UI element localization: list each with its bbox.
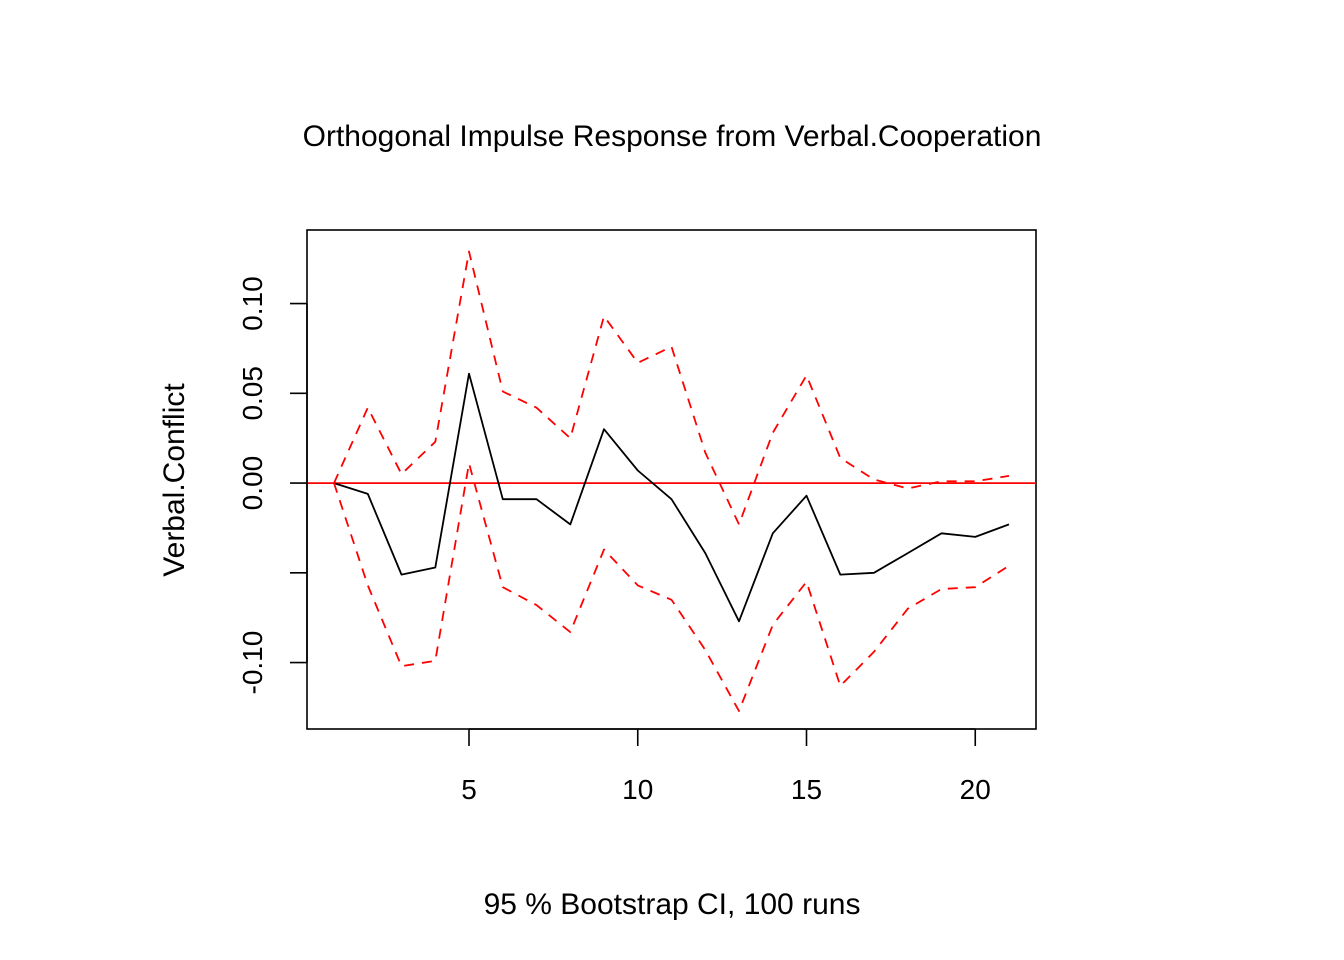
x-tick-label: 10 <box>622 774 653 805</box>
series-line-lower <box>333 462 1010 712</box>
x-tick-label: 15 <box>791 774 822 805</box>
x-tick-label: 20 <box>960 774 991 805</box>
x-axis-label: 95 % Bootstrap CI, 100 runs <box>484 888 861 921</box>
chart-title: Orthogonal Impulse Response from Verbal.… <box>303 120 1042 153</box>
y-axis: -0.10 0.00 0.05 0.10 <box>237 276 308 695</box>
x-tick-label: 5 <box>461 774 477 805</box>
y-tick-label: 0.10 <box>237 276 268 331</box>
x-axis: 5 10 15 20 <box>461 728 991 805</box>
y-tick-label: 0.00 <box>237 456 268 511</box>
y-axis-label: Verbal.Conflict <box>158 383 191 577</box>
plot-frame <box>306 229 1037 730</box>
series-line-upper <box>333 250 1010 526</box>
plot-area <box>307 250 1036 712</box>
y-tick-label: 0.05 <box>237 366 268 421</box>
y-tick-label: -0.10 <box>237 631 268 695</box>
series-line-response <box>333 372 1010 623</box>
